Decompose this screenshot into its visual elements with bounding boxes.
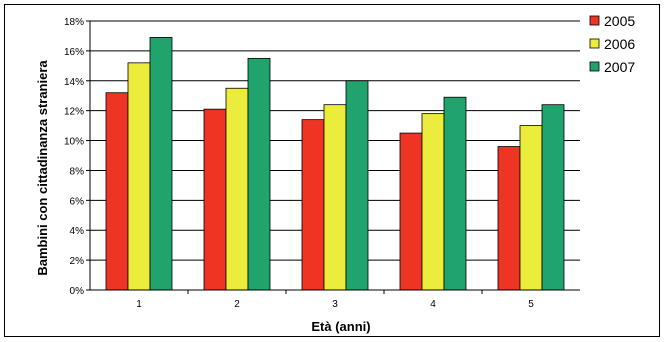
y-tick-label: 2%: [70, 256, 85, 267]
legend-label-2005: 2005: [604, 13, 635, 29]
y-tick-label: 16%: [64, 47, 84, 58]
bar-2006-1: [127, 62, 151, 291]
bar-2007-5: [541, 104, 565, 291]
x-tick-label: 3: [332, 299, 338, 310]
bar-2007-1: [149, 37, 173, 291]
x-tick-label: 4: [430, 299, 436, 310]
y-tick-label: 0%: [70, 286, 85, 297]
legend-label-2007: 2007: [604, 59, 635, 75]
x-tick-label: 1: [136, 299, 142, 310]
y-tick-label: 8%: [70, 166, 85, 177]
bar-2007-4: [443, 96, 467, 291]
bar-2007-3: [345, 80, 369, 291]
legend-swatch-2007: [589, 61, 600, 72]
bars: [105, 37, 565, 291]
x-axis-label: Età (anni): [311, 319, 370, 334]
legend-swatch-2006: [589, 38, 600, 49]
x-axis-ticks: 1 2 3 4 5: [136, 290, 534, 310]
bar-2006-4: [421, 113, 445, 291]
y-tick-label: 14%: [64, 77, 84, 88]
bar-2005-1: [105, 92, 129, 291]
x-tick-label: 5: [528, 299, 534, 310]
y-tick-label: 10%: [64, 137, 84, 148]
legend: 2005 2006 2007: [589, 13, 635, 75]
y-tick-label: 18%: [64, 17, 84, 28]
bar-2006-2: [225, 87, 249, 291]
bar-2005-4: [399, 132, 423, 291]
axes: [89, 21, 580, 291]
x-tick-label: 2: [234, 299, 240, 310]
y-axis-ticks: 0% 2% 4% 6% 8% 10% 12% 14% 16% 18%: [64, 17, 90, 297]
legend-label-2006: 2006: [604, 36, 635, 52]
bar-2005-5: [497, 146, 521, 291]
y-tick-label: 12%: [64, 107, 84, 118]
legend-swatch-2005: [589, 15, 600, 26]
y-axis-label: Bambini con cittadinanza straniera: [35, 60, 50, 276]
bar-2006-5: [519, 125, 543, 291]
y-tick-label: 6%: [70, 196, 85, 207]
bar-2007-2: [247, 57, 271, 291]
bar-2006-3: [323, 104, 347, 291]
bar-2005-2: [203, 108, 227, 291]
y-tick-label: 4%: [70, 226, 85, 237]
bar-2005-3: [301, 119, 325, 291]
